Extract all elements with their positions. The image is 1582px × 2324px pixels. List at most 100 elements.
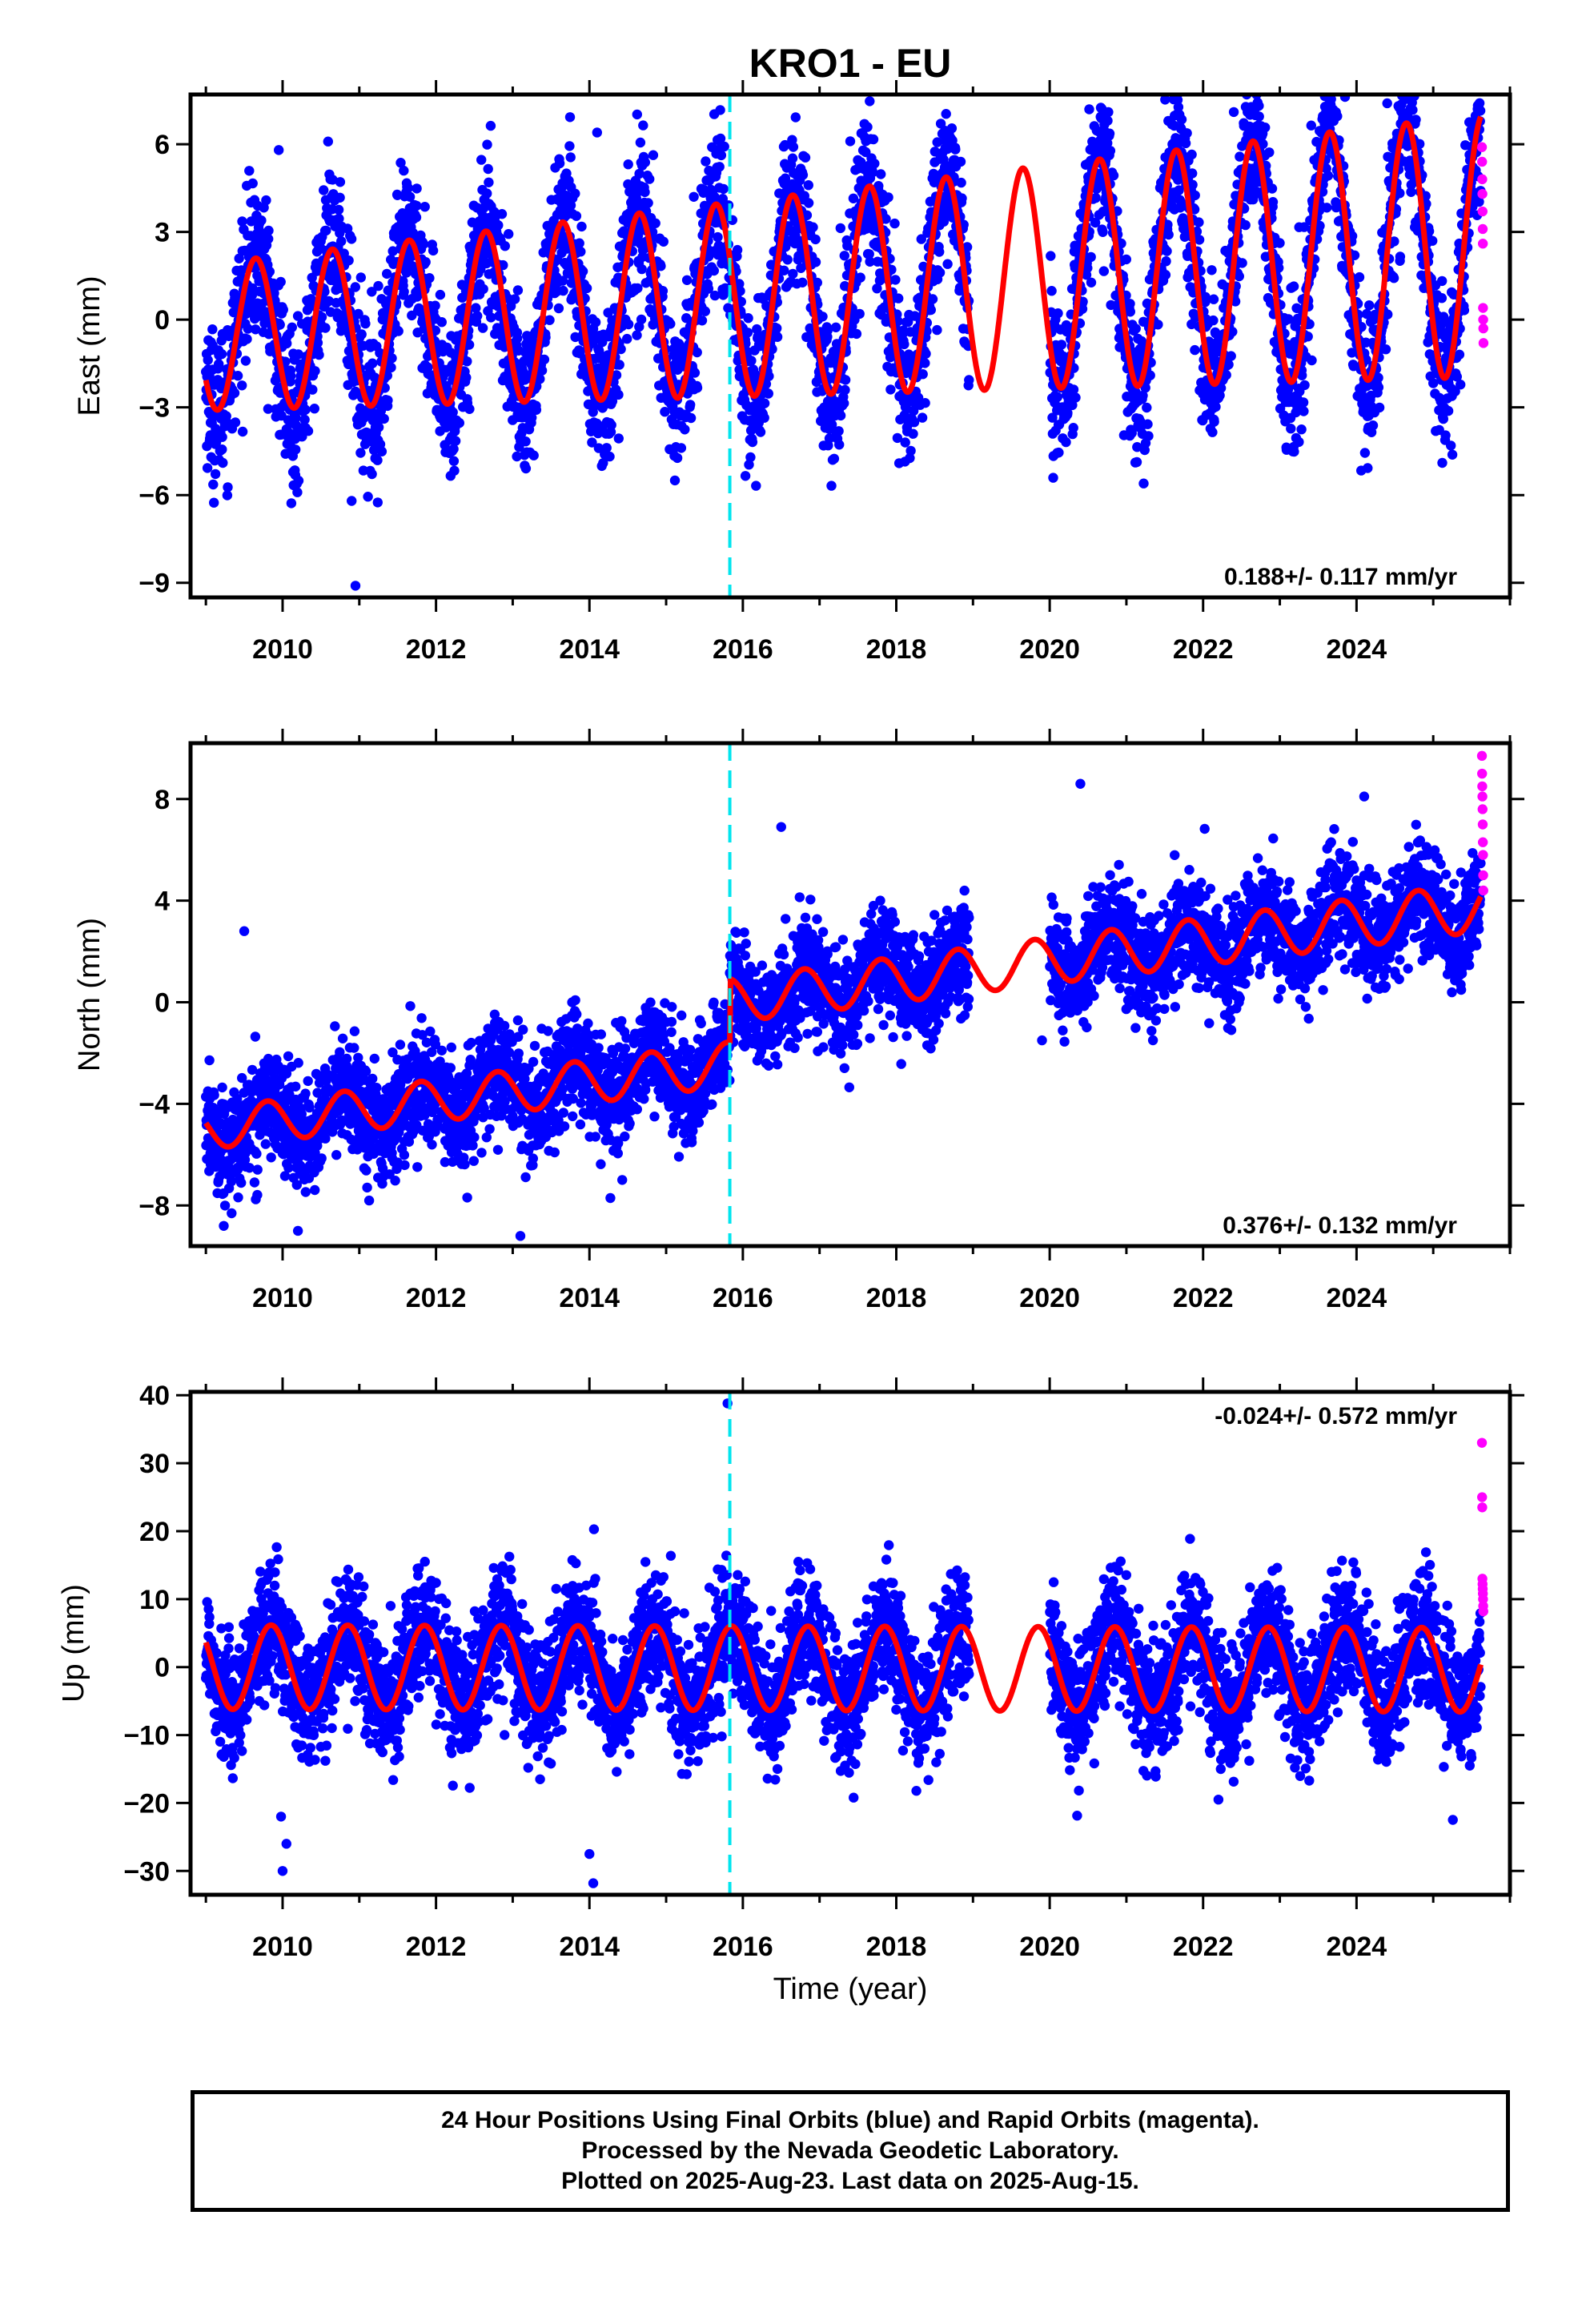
east-final-point	[1363, 463, 1373, 473]
east-final-point	[222, 490, 233, 501]
east-rapid-point	[1478, 303, 1488, 313]
east-final-point	[908, 428, 918, 439]
east-final-point	[643, 198, 653, 208]
east-final-point	[755, 427, 766, 437]
east-final-point	[1283, 314, 1294, 324]
east-outlier-point	[1382, 98, 1392, 109]
east-final-point	[454, 417, 464, 428]
east-final-point	[387, 353, 397, 364]
east-final-point	[1171, 78, 1181, 87]
east-final-point	[223, 482, 233, 493]
east-final-point	[905, 445, 916, 456]
east-y-tick-label: 3	[155, 218, 170, 248]
east-final-point	[889, 218, 900, 229]
east-final-point	[217, 432, 227, 442]
east-final-point	[461, 372, 472, 383]
east-final-point	[1186, 149, 1197, 160]
east-final-point	[1102, 115, 1113, 126]
east-final-point	[835, 223, 846, 234]
east-final-point	[1190, 312, 1201, 323]
east-final-point	[1403, 56, 1413, 66]
east-final-point	[632, 109, 642, 120]
east-final-point	[303, 426, 314, 436]
east-final-point	[539, 354, 550, 365]
east-final-point	[810, 257, 821, 267]
east-outlier-point	[350, 581, 361, 591]
east-final-point	[801, 210, 813, 220]
east-final-point	[921, 348, 931, 359]
east-final-point	[1095, 81, 1105, 90]
east-final-point	[1264, 147, 1275, 158]
east-final-point	[1131, 456, 1142, 468]
east-rapid-point	[1477, 174, 1488, 185]
east-final-point	[399, 165, 409, 176]
east-final-point	[356, 329, 367, 340]
east-final-point	[803, 198, 814, 208]
east-final-point	[412, 183, 422, 194]
east-final-point	[840, 375, 851, 385]
east-final-point	[485, 120, 496, 131]
east-final-point	[1056, 340, 1067, 350]
east-final-point	[412, 200, 422, 211]
east-final-point	[576, 247, 586, 257]
east-final-point	[810, 234, 821, 245]
east-final-point	[957, 193, 967, 203]
east-final-point	[1173, 102, 1184, 112]
east-final-point	[834, 440, 845, 450]
east-final-point	[243, 324, 253, 334]
east-final-point	[418, 239, 429, 249]
east-final-point	[1086, 80, 1096, 90]
east-final-point	[401, 267, 412, 278]
east-final-point	[1068, 423, 1078, 433]
east-final-point	[905, 452, 915, 464]
east-final-point	[1053, 308, 1063, 319]
east-final-point	[1121, 254, 1132, 265]
east-rapid-point	[1477, 239, 1488, 249]
east-final-point	[1142, 419, 1153, 429]
east-final-point	[302, 305, 313, 316]
east-final-point	[531, 404, 542, 415]
east-final-point	[864, 249, 874, 259]
east-x-tick-label: 2016	[713, 634, 773, 665]
east-final-point	[1235, 151, 1245, 162]
east-final-point	[275, 276, 286, 287]
east-x-tick-label: 2020	[1019, 634, 1080, 665]
east-final-point	[428, 245, 439, 256]
east-final-point	[1126, 428, 1137, 438]
east-final-point	[411, 212, 422, 223]
east-final-point	[557, 275, 568, 286]
east-final-point	[1329, 63, 1339, 73]
east-final-point	[833, 426, 844, 436]
east-final-point	[291, 444, 301, 455]
east-final-point	[287, 322, 297, 332]
east-final-point	[742, 328, 753, 338]
east-final-point	[393, 326, 404, 336]
east-final-point	[574, 238, 584, 248]
east-final-point	[309, 404, 319, 414]
east-final-point	[520, 463, 532, 474]
east-final-point	[1427, 235, 1438, 246]
east-final-point	[386, 362, 396, 373]
east-final-point	[379, 413, 389, 424]
east-final-point	[917, 412, 928, 423]
east-final-point	[715, 105, 725, 115]
east-final-point	[1274, 263, 1284, 273]
east-final-point	[1068, 384, 1079, 395]
east-final-point	[597, 336, 608, 348]
east-final-point	[822, 325, 833, 336]
east-final-point	[1332, 111, 1343, 122]
east-final-point	[536, 365, 548, 376]
east-final-point	[1303, 332, 1313, 342]
east-final-point	[1304, 319, 1315, 329]
east-final-point	[367, 287, 377, 297]
east-final-point	[797, 277, 808, 287]
east-final-point	[210, 468, 221, 480]
east-final-point	[482, 139, 492, 150]
east-final-point	[251, 324, 261, 335]
east-final-point	[1331, 75, 1340, 85]
east-final-point	[221, 411, 231, 421]
east-final-point	[208, 479, 219, 490]
east-final-point	[1098, 266, 1110, 276]
east-final-point	[1306, 120, 1317, 131]
east-final-point	[1090, 192, 1101, 203]
